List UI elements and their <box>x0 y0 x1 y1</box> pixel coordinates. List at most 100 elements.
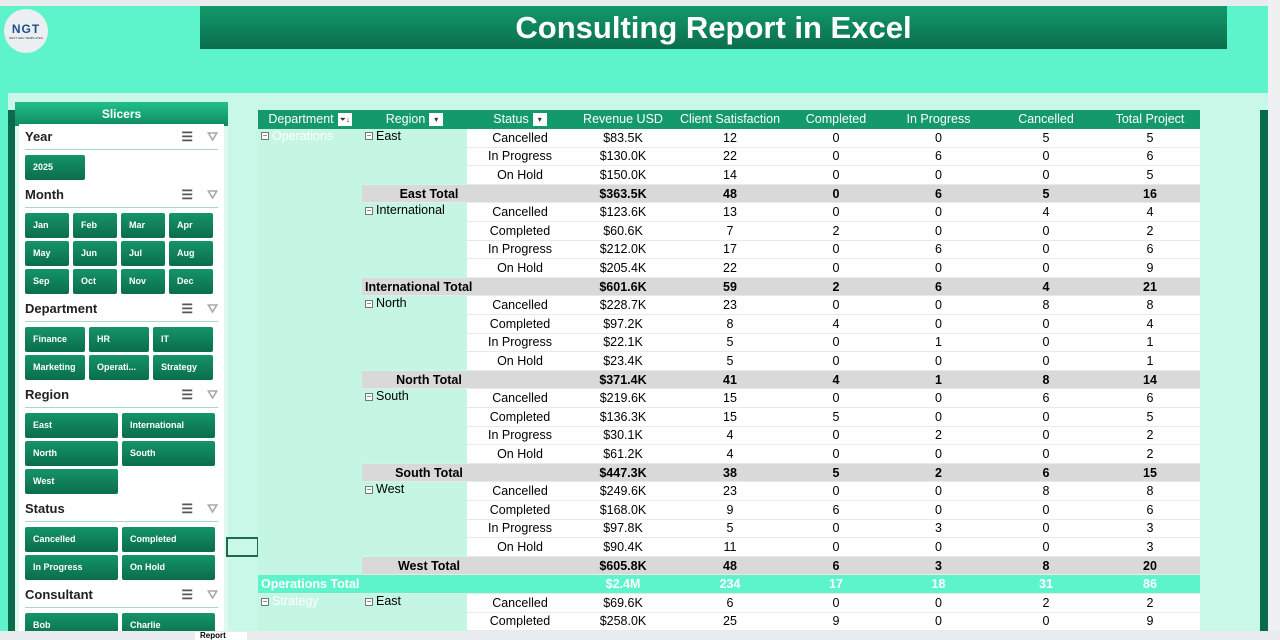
slicer-button[interactable]: East <box>25 413 118 438</box>
clear-filter-icon[interactable]: ⛛ <box>207 500 218 516</box>
cell[interactable]: $30.1K <box>573 426 673 446</box>
column-header[interactable]: In Progress <box>885 110 992 129</box>
selected-cell[interactable] <box>226 537 259 557</box>
cell[interactable]: 22 <box>673 147 787 167</box>
column-header[interactable]: Revenue USD <box>573 110 673 129</box>
cell[interactable]: 15 <box>1100 463 1200 483</box>
region-total-label[interactable]: West Total <box>362 556 573 576</box>
slicer-button[interactable]: Mar <box>121 213 165 238</box>
cell[interactable]: 2 <box>787 221 885 241</box>
cell[interactable]: In Progress <box>467 147 573 167</box>
collapse-icon[interactable]: − <box>365 206 373 216</box>
cell[interactable]: $228.7K <box>573 295 673 316</box>
cell[interactable]: 23 <box>673 481 787 501</box>
cell[interactable]: On Hold <box>467 165 573 185</box>
cell[interactable]: 0 <box>885 351 992 371</box>
cell[interactable]: $2.4M <box>573 574 673 594</box>
cell[interactable]: 0 <box>992 407 1100 427</box>
cell[interactable]: Cancelled <box>467 388 573 408</box>
cell[interactable]: 48 <box>673 556 787 576</box>
cell[interactable]: $363.5K <box>573 184 673 204</box>
cell[interactable]: On Hold <box>467 351 573 371</box>
cell[interactable]: $150.0K <box>573 165 673 185</box>
collapse-icon[interactable]: − <box>261 131 269 141</box>
slicer-button[interactable]: Jan <box>25 213 69 238</box>
column-header[interactable]: Department ⏷↓ <box>258 110 362 129</box>
cell[interactable]: 0 <box>787 593 885 613</box>
cell[interactable]: 0 <box>992 333 1100 353</box>
cell[interactable]: 16 <box>1100 184 1200 204</box>
cell[interactable]: $212.0K <box>573 240 673 260</box>
slicer-button[interactable]: West <box>25 469 118 494</box>
cell[interactable]: $130.0K <box>573 147 673 167</box>
cell[interactable]: 0 <box>992 240 1100 260</box>
cell[interactable]: 5 <box>787 407 885 427</box>
cell[interactable]: 31 <box>992 574 1100 594</box>
cell[interactable]: 0 <box>885 165 992 185</box>
cell[interactable]: 5 <box>673 519 787 539</box>
cell[interactable]: 15 <box>673 388 787 408</box>
slicer-button[interactable]: In Progress <box>25 555 118 580</box>
cell[interactable]: 2 <box>885 463 992 483</box>
region-cell[interactable]: − South <box>362 388 467 464</box>
cell[interactable]: 14 <box>673 165 787 185</box>
filter-dropdown-icon[interactable]: ⏷↓ <box>337 113 352 127</box>
cell[interactable]: 8 <box>992 370 1100 390</box>
cell[interactable]: On Hold <box>467 537 573 557</box>
cell[interactable]: On Hold <box>467 258 573 278</box>
cell[interactable]: 15 <box>673 407 787 427</box>
slicer-button[interactable]: Sep <box>25 269 69 294</box>
cell[interactable]: 41 <box>673 370 787 390</box>
department-cell[interactable]: − Operations <box>258 128 362 575</box>
cell[interactable]: 4 <box>787 370 885 390</box>
cell[interactable]: In Progress <box>467 333 573 353</box>
cell[interactable]: 6 <box>673 593 787 613</box>
multi-select-icon[interactable]: ☰ <box>181 500 194 516</box>
cell[interactable]: Completed <box>467 314 573 334</box>
slicer-button[interactable]: Feb <box>73 213 117 238</box>
cell[interactable]: 21 <box>1100 277 1200 297</box>
cell[interactable]: $219.6K <box>573 388 673 408</box>
column-header[interactable]: Total Project <box>1100 110 1200 129</box>
cell[interactable]: 14 <box>1100 370 1200 390</box>
cell[interactable]: 0 <box>992 351 1100 371</box>
cell[interactable]: 0 <box>885 481 992 501</box>
cell[interactable]: 0 <box>787 128 885 148</box>
cell[interactable]: $23.4K <box>573 351 673 371</box>
clear-filter-icon[interactable]: ⛛ <box>207 386 218 402</box>
cell[interactable]: 4 <box>992 277 1100 297</box>
slicer-button[interactable]: Dec <box>169 269 213 294</box>
cell[interactable]: 3 <box>885 519 992 539</box>
clear-filter-icon[interactable]: ⛛ <box>207 300 218 316</box>
cell[interactable]: 5 <box>1100 128 1200 148</box>
slicer-button[interactable]: Completed <box>122 527 215 552</box>
multi-select-icon[interactable]: ☰ <box>181 186 194 202</box>
cell[interactable]: 6 <box>787 500 885 520</box>
cell[interactable]: 0 <box>885 128 992 148</box>
cell[interactable]: 6 <box>1100 500 1200 520</box>
cell[interactable]: 0 <box>992 165 1100 185</box>
cell[interactable]: 11 <box>673 537 787 557</box>
collapse-icon[interactable]: − <box>365 299 373 309</box>
cell[interactable]: 1 <box>885 333 992 353</box>
slicer-button[interactable]: Strategy <box>153 355 213 380</box>
cell[interactable]: 17 <box>787 574 885 594</box>
slicer-button[interactable]: HR <box>89 327 149 352</box>
cell[interactable]: 2 <box>885 426 992 446</box>
column-header[interactable]: Status ▾ <box>467 110 573 129</box>
slicer-button[interactable]: Finance <box>25 327 85 352</box>
cell[interactable]: 0 <box>885 500 992 520</box>
cell[interactable]: In Progress <box>467 426 573 446</box>
cell[interactable]: 22 <box>673 258 787 278</box>
cell[interactable]: 0 <box>787 388 885 408</box>
cell[interactable]: 0 <box>885 221 992 241</box>
cell[interactable]: 0 <box>992 612 1100 632</box>
cell[interactable]: 1 <box>1100 351 1200 371</box>
cell[interactable]: 0 <box>885 407 992 427</box>
slicer-button[interactable]: Operati... <box>89 355 149 380</box>
cell[interactable]: 0 <box>885 258 992 278</box>
cell[interactable]: $447.3K <box>573 463 673 483</box>
cell[interactable]: $605.8K <box>573 556 673 576</box>
cell[interactable]: 6 <box>885 184 992 204</box>
cell[interactable]: $371.4K <box>573 370 673 390</box>
